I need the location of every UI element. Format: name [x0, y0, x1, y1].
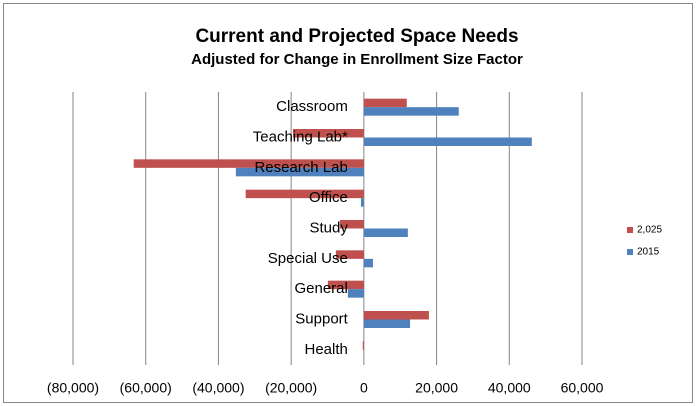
- legend-label: 2,025: [637, 225, 662, 236]
- x-tick-label: 40,000: [488, 380, 531, 396]
- x-tick-label: (80,000): [47, 380, 99, 396]
- x-tick-label: (20,000): [265, 380, 317, 396]
- bar: [235, 167, 364, 177]
- legend-swatch: [627, 249, 633, 255]
- chart-title: Current and Projected Space Needs: [195, 26, 518, 47]
- y-tick-label: Study: [309, 219, 348, 236]
- legend-swatch: [627, 227, 633, 233]
- y-tick-label: Classroom: [276, 98, 348, 115]
- x-tick-label: (60,000): [120, 380, 172, 396]
- bar: [335, 250, 364, 259]
- bar: [363, 228, 408, 237]
- y-tick-label: Health: [304, 341, 347, 358]
- bar: [363, 107, 459, 116]
- y-tick-label: Office: [309, 189, 348, 206]
- y-tick-label: Special Use: [268, 250, 348, 267]
- bar: [363, 311, 429, 320]
- bar: [363, 98, 407, 108]
- bar: [360, 198, 364, 207]
- y-tick-label: Teaching Lab*: [253, 128, 348, 145]
- bar: [245, 189, 364, 199]
- bar: [327, 280, 364, 290]
- y-tick-label: Support: [295, 310, 348, 327]
- y-tick-label: General: [294, 280, 347, 297]
- x-tick-label: 20,000: [415, 380, 458, 396]
- bar: [292, 129, 364, 138]
- legend-label: 2015: [637, 247, 660, 258]
- y-tick-label: Research Lab: [254, 159, 347, 176]
- bar: [363, 319, 411, 328]
- x-tick-label: (40,000): [192, 380, 244, 396]
- bar: [347, 289, 364, 298]
- bar: [339, 220, 364, 229]
- bar: [133, 159, 364, 168]
- bar: [363, 137, 532, 146]
- x-tick-label: 60,000: [561, 380, 604, 396]
- bar: [363, 258, 373, 268]
- chart-subtitle: Adjusted for Change in Enrollment Size F…: [191, 51, 523, 68]
- chart-border: [3, 3, 693, 403]
- x-tick-label: 0: [360, 380, 368, 396]
- bar: [362, 341, 364, 350]
